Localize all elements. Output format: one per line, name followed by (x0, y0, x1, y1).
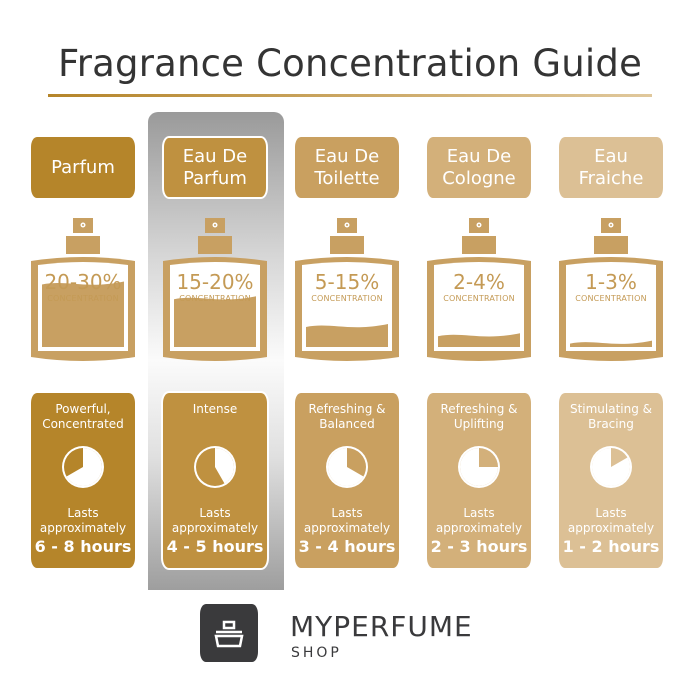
duration: 2 - 3 hours (430, 537, 528, 556)
clock-pie-icon (194, 446, 236, 488)
longevity-card: Refreshing & Uplifting Lasts approximate… (427, 393, 531, 568)
scent-description: Refreshing & Balanced (308, 402, 386, 431)
title-divider (48, 94, 652, 97)
scent-description: Powerful, Concentrated (42, 402, 124, 431)
duration: 1 - 2 hours (562, 537, 660, 556)
brand-name: MYPERFUME (290, 610, 473, 643)
column-eau-de-parfum: Eau De Parfum 15-20% CONCENTRATION Inten… (149, 0, 281, 600)
clock-pie-icon (326, 446, 368, 488)
brand-logo (200, 604, 258, 662)
brand-subtitle: SHOP (291, 645, 342, 661)
column-eau-de-cologne: Eau De Cologne 2-4% CONCENTRATION Refres… (413, 0, 545, 600)
concentration-percent: 2-4% (453, 270, 505, 294)
scent-description: Stimulating & Bracing (569, 402, 653, 431)
column-eau-de-toilette: Eau De Toilette 5-15% CONCENTRATION Refr… (281, 0, 413, 600)
clock-pie-icon (62, 446, 104, 488)
concentration-percent: 1-3% (585, 270, 637, 294)
duration: 6 - 8 hours (34, 537, 132, 556)
bottle-icon (559, 218, 663, 361)
type-header: Eau De Parfum (162, 136, 268, 199)
pie-white-sector (328, 448, 364, 486)
type-header: Eau De Toilette (295, 137, 399, 198)
concentration-percent: 15-20% (176, 270, 254, 294)
perfume-bottle-logo-icon (214, 620, 244, 648)
clock-pie-icon (458, 446, 500, 488)
concentration-label: CONCENTRATION (311, 294, 383, 303)
duration: 4 - 5 hours (166, 537, 264, 556)
liquid-level (306, 323, 388, 347)
bottle-icon (163, 218, 267, 361)
longevity-card: Intense Lasts approximately 4 - 5 hours (163, 393, 267, 568)
type-header: Eau Fraiche (559, 137, 663, 198)
lasts-label: Lasts approximately (303, 506, 391, 535)
concentration-label: CONCENTRATION (47, 294, 119, 303)
longevity-card: Powerful, Concentrated Lasts approximate… (31, 393, 135, 568)
concentration-percent: 5-15% (314, 270, 380, 294)
concentration-label: CONCENTRATION (575, 294, 647, 303)
lasts-label: Lasts approximately (567, 506, 655, 535)
pie-white-sector (592, 448, 630, 486)
type-name: Eau De Cologne (442, 145, 516, 189)
page-title: Fragrance Concentration Guide (57, 42, 643, 85)
bottle-icon (295, 218, 399, 361)
lasts-label: Lasts approximately (171, 506, 259, 535)
bottle-icon (31, 218, 135, 361)
scent-description: Intense (192, 402, 238, 416)
clock-pie-icon (590, 446, 632, 488)
liquid-level (174, 296, 256, 347)
lasts-label: Lasts approximately (435, 506, 523, 535)
pie-white-sector (460, 448, 498, 486)
concentration-label: CONCENTRATION (179, 294, 251, 303)
column-parfum: Parfum 20-30% CONCENTRATION Powerful, Co… (17, 0, 149, 600)
type-header: Eau De Cologne (427, 137, 531, 198)
duration: 3 - 4 hours (298, 537, 396, 556)
liquid-level (438, 333, 520, 347)
scent-description: Refreshing & Uplifting (440, 402, 518, 431)
type-name: Parfum (51, 156, 115, 178)
longevity-card: Refreshing & Balanced Lasts approximatel… (295, 393, 399, 568)
type-header: Parfum (31, 137, 135, 198)
concentration-percent: 20-30% (44, 270, 122, 294)
type-name: Eau De Parfum (182, 145, 248, 189)
liquid-level (570, 340, 652, 347)
bottle-icon (427, 218, 531, 361)
concentration-label: CONCENTRATION (443, 294, 515, 303)
column-eau-fraiche: Eau Fraiche 1-3% CONCENTRATION Stimulati… (545, 0, 677, 600)
longevity-card: Stimulating & Bracing Lasts approximatel… (559, 393, 663, 568)
type-name: Eau De Toilette (314, 145, 380, 189)
pie-white-sector (215, 448, 234, 484)
pie-white-sector (66, 448, 102, 486)
type-name: Eau Fraiche (578, 145, 644, 189)
lasts-label: Lasts approximately (39, 506, 127, 535)
liquid-level (42, 281, 124, 347)
